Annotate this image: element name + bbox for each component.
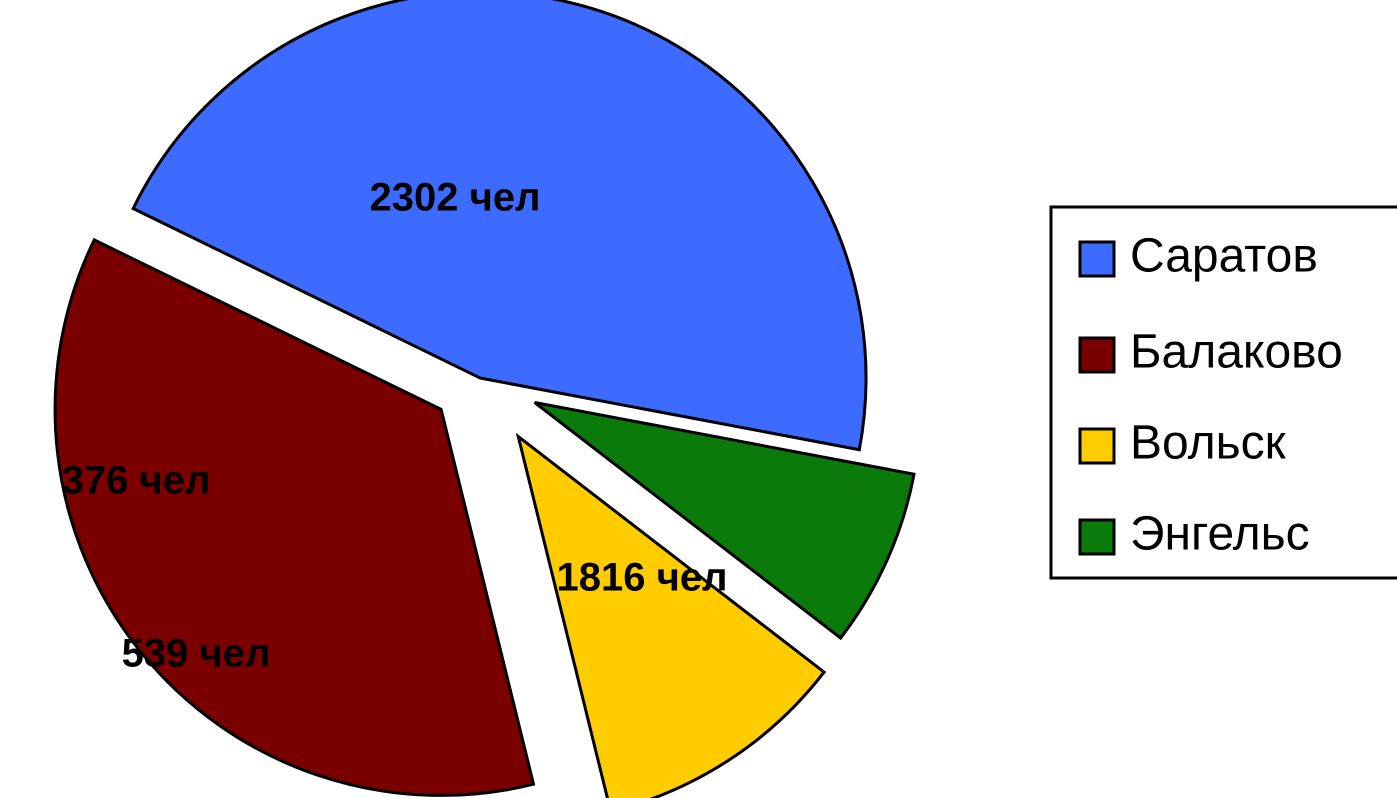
pie-data-label-3: 539 чел (122, 632, 271, 676)
pie-slice-1 (131, 0, 868, 452)
pie-slice-2 (53, 237, 536, 797)
pie-slices (53, 0, 916, 798)
pie-data-label-1: 2302 чел (370, 176, 541, 220)
pie-data-label-4: 376 чел (62, 459, 211, 503)
legend: Саратов Балаково Вольск Энгельс (1049, 205, 1397, 580)
legend-label-4: Энгельс (1130, 508, 1310, 561)
legend-label-2: Балаково (1130, 326, 1343, 379)
legend-swatch-1 (1078, 240, 1116, 278)
legend-label-1: Саратов (1130, 230, 1318, 283)
pie-data-labels: 2302 чел 1816 чел 539 чел 376 чел (62, 176, 728, 676)
pie-data-label-2: 1816 чел (557, 556, 728, 600)
legend-swatch-2 (1078, 336, 1116, 374)
legend-swatch-4 (1078, 518, 1116, 556)
pie-slice-3 (515, 432, 827, 798)
pie-slice-4 (533, 401, 916, 641)
legend-swatch-3 (1078, 427, 1116, 465)
legend-label-3: Вольск (1130, 417, 1287, 470)
